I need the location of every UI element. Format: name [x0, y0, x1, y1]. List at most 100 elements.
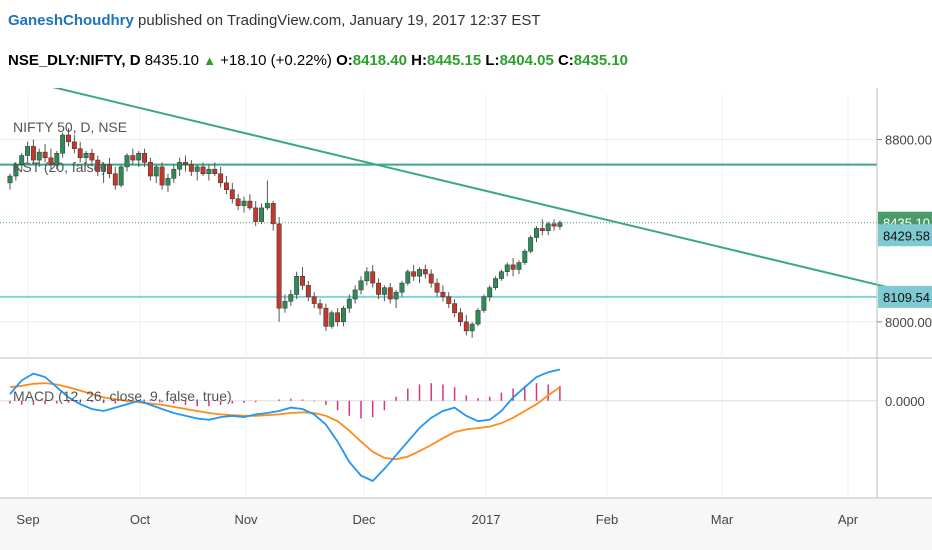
legend-main[interactable]: NIFTY 50, D, NSE: [13, 119, 127, 135]
candle-body-37: [224, 182, 229, 190]
published-text: published on TradingView.com, January 19…: [138, 12, 541, 29]
candle-body-46: [276, 223, 282, 309]
chart-header: GaneshChoudhry published on TradingView.…: [0, 0, 932, 88]
high-value: 8445.15: [426, 52, 482, 69]
high-label: H:: [411, 52, 427, 69]
candle-body-71: [422, 269, 428, 275]
candle-body-90: [534, 228, 539, 238]
candle-body-76: [452, 303, 458, 313]
xtick-label-3: Dec: [352, 512, 376, 527]
candle-body-68: [405, 271, 411, 284]
candle-body-60: [358, 280, 364, 291]
horizontal-levels: [0, 163, 877, 298]
candle-body-40: [241, 200, 247, 206]
candle-body-85: [504, 264, 510, 272]
candle-body-70: [417, 269, 422, 277]
open-label: O:: [336, 52, 353, 69]
candle-body-32: [194, 166, 200, 172]
candle-body-11: [71, 141, 77, 149]
open-value: 8418.40: [352, 52, 407, 69]
candle-body-19: [118, 166, 124, 186]
candle-body-14: [89, 152, 95, 161]
candle-body-39: [235, 198, 241, 206]
xtick-label-7: Apr: [838, 512, 859, 527]
candle-body-35: [212, 168, 218, 174]
candle-body-79: [469, 323, 475, 332]
macd-layer: [0, 368, 877, 483]
candle-body-24: [147, 162, 153, 177]
candle-body-55: [329, 312, 335, 327]
price-tag-bg-2: [878, 285, 932, 308]
candle-body-31: [188, 164, 194, 172]
ytick-label-1: 8000.00: [885, 315, 932, 330]
candle-body-48: [288, 294, 294, 302]
candle-body-3: [25, 146, 31, 156]
candle-body-16: [101, 164, 107, 172]
candle-body-89: [528, 237, 534, 252]
candle-body-86: [510, 264, 516, 270]
candle-body-52: [311, 296, 317, 304]
candle-body-94: [557, 222, 563, 227]
candle-body-23: [142, 152, 148, 163]
candle-body-17: [107, 164, 112, 174]
low-label: L:: [485, 52, 500, 69]
candle-body-6: [42, 151, 48, 159]
candle-body-0: [7, 175, 13, 184]
xtick-label-6: Mar: [711, 512, 734, 527]
chart-canvas[interactable]: 8800.008000.000.00008435.108429.588109.5…: [0, 88, 932, 550]
candle-body-64: [381, 287, 387, 295]
pane-frames: [0, 88, 932, 550]
candle-body-50: [300, 276, 305, 286]
candle-body-28: [171, 168, 177, 179]
symbol-label: NSE_DLY:NIFTY, D: [8, 52, 141, 69]
candle-body-83: [493, 278, 499, 288]
time-axis-bg: [0, 499, 932, 550]
up-triangle-icon: ▲: [203, 53, 216, 68]
candle-body-72: [428, 273, 434, 284]
candle-body-30: [183, 162, 188, 165]
candle-body-47: [282, 301, 288, 309]
trendline-layer: [52, 88, 932, 299]
xtick-label-4: 2017: [472, 512, 501, 527]
candle-body-82: [487, 287, 493, 298]
macd-ytick-label-0: 0.0000: [885, 394, 925, 409]
close-label: C:: [557, 52, 574, 69]
candle-body-69: [411, 271, 417, 277]
candle-body-58: [346, 298, 352, 309]
candle-body-8: [54, 152, 60, 165]
price-tag-label-2: 8109.54: [883, 290, 930, 305]
candle-body-21: [130, 155, 136, 161]
candles-layer: [7, 128, 563, 338]
candle-body-9: [60, 134, 66, 154]
candle-body-53: [317, 303, 323, 309]
candle-body-33: [200, 166, 206, 174]
candle-body-81: [481, 296, 487, 311]
axis-labels: 8800.008000.000.00008435.108429.588109.5…: [16, 133, 932, 527]
ytick-label-0: 8800.00: [885, 133, 932, 148]
candle-body-80: [475, 310, 481, 325]
candle-body-29: [177, 162, 183, 170]
candle-body-18: [112, 173, 118, 186]
author-link[interactable]: GaneshChoudhry: [8, 12, 134, 29]
publish-line: GaneshChoudhry published on TradingView.…: [8, 12, 541, 29]
xtick-label-1: Oct: [130, 512, 151, 527]
legend-kst[interactable]: KST (20, false): [13, 159, 106, 175]
candle-body-12: [77, 148, 83, 159]
change-value: +18.10 (+0.22%): [220, 52, 332, 69]
grid-lines: [0, 94, 877, 496]
candle-body-2: [19, 155, 25, 165]
legend-macd[interactable]: MACD (12, 26, close, 9, false, true): [13, 388, 232, 404]
candle-body-34: [206, 168, 212, 174]
xtick-label-5: Feb: [596, 512, 618, 527]
macd-signal-line: [9, 382, 561, 461]
candle-body-75: [446, 296, 452, 304]
candle-body-54: [323, 307, 329, 327]
candle-body-45: [270, 203, 276, 225]
candle-body-26: [159, 166, 165, 186]
candle-body-63: [376, 282, 382, 295]
candle-body-20: [124, 155, 130, 168]
candle-body-42: [253, 207, 259, 222]
trendline: [52, 88, 932, 299]
candle-body-74: [440, 291, 446, 298]
candle-body-36: [218, 173, 224, 184]
